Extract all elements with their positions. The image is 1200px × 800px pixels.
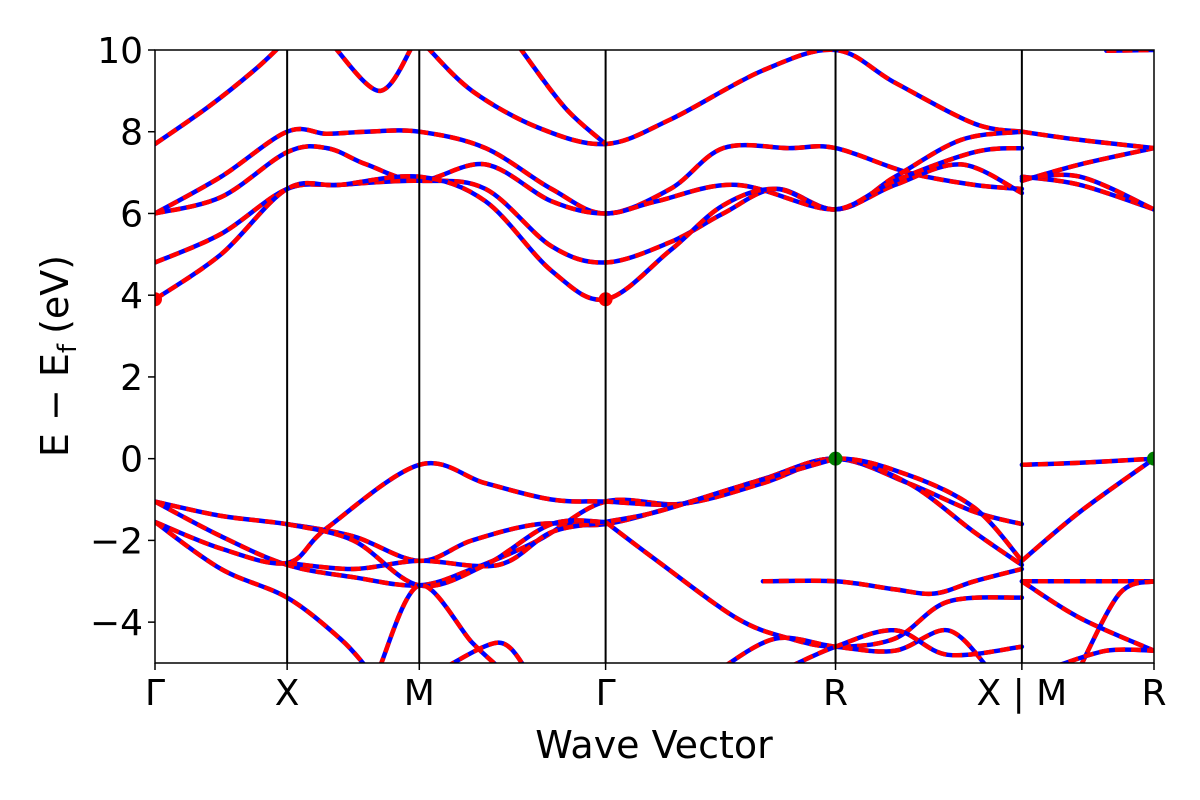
band-line-22-spin-up	[725, 628, 987, 663]
y-axis-label: E − Ef (eV)	[33, 255, 83, 457]
x-axis-ticks: Γ X M Γ R X | M R	[145, 663, 1167, 714]
band-line-28-spin-down	[1019, 579, 1154, 653]
y-axis-label-main: E − E	[33, 353, 77, 457]
band-line-18-spin-up	[286, 518, 606, 589]
band-line-16-spin-up	[155, 520, 366, 663]
band-line-12-spin-down	[1019, 172, 1154, 212]
y-tick-label-6: 8	[120, 113, 143, 154]
cbm-marker-0	[155, 292, 162, 307]
band-line-26-spin-up	[1020, 456, 1154, 563]
x-tick-label-6: R	[1141, 673, 1166, 714]
band-line-2-spin-down	[426, 50, 1025, 147]
band-line-14-spin-up	[155, 456, 1024, 588]
x-tick-label-1: X	[275, 673, 300, 714]
band-line-17-spin-up	[286, 456, 837, 572]
band-line-1-spin-up	[334, 50, 413, 94]
x-tick-label-3: Γ	[596, 673, 616, 714]
y-axis-ticks: −4 −2 0 2 4 6 8 10	[90, 31, 155, 644]
vbm-marker-1	[1147, 451, 1154, 466]
band-line-8-spin-down	[155, 145, 1025, 302]
x-tick-label-4: R	[823, 673, 848, 714]
band-line-30-spin-up	[1058, 647, 1154, 663]
y-tick-label-5: 6	[120, 194, 143, 235]
y-tick-label-1: −2	[90, 521, 143, 562]
band-line-29-spin-up	[1079, 579, 1154, 663]
band-line-21-spin-up	[604, 520, 1023, 649]
y-tick-label-7: 10	[97, 31, 143, 72]
band-line-25-spin-up	[1021, 456, 1154, 468]
y-tick-label-3: 2	[120, 358, 143, 399]
high-symmetry-lines	[286, 50, 1023, 663]
band-line-24-spin-up	[762, 566, 1023, 597]
band-line-11-spin-up	[1021, 174, 1154, 212]
plot-frame	[154, 49, 1155, 664]
band-line-23-spin-up	[792, 628, 1023, 663]
band-line-10-spin-up	[1021, 129, 1154, 151]
y-tick-label-4: 4	[120, 276, 143, 317]
x-tick-label-0: Γ	[145, 673, 165, 714]
y-axis-label-subscript: f	[53, 343, 83, 353]
y-tick-label-0: −4	[90, 603, 143, 644]
band-line-8-spin-up	[155, 145, 1023, 302]
x-axis-label: Wave Vector	[535, 723, 773, 767]
band-line-2-spin-up	[426, 50, 1023, 147]
band-line-19-spin-up	[378, 583, 498, 663]
band-line-22-spin-down	[725, 628, 987, 663]
band-line-28-spin-up	[1020, 579, 1154, 653]
band-line-5-spin-up	[155, 126, 1023, 216]
band-line-20-spin-up	[448, 640, 525, 663]
band-line-9-spin-up	[1021, 145, 1154, 183]
band-line-3-spin-up	[518, 50, 608, 146]
y-tick-label-2: 0	[120, 440, 143, 481]
band-lines	[155, 50, 1154, 663]
band-line-15-spin-up	[155, 456, 1024, 566]
band-line-0-spin-up	[155, 50, 280, 146]
x-tick-label-2: M	[404, 673, 435, 714]
extrema-markers	[155, 292, 1154, 466]
x-tick-label-5: X | M	[976, 673, 1067, 714]
y-axis-label-unit: (eV)	[33, 255, 77, 334]
